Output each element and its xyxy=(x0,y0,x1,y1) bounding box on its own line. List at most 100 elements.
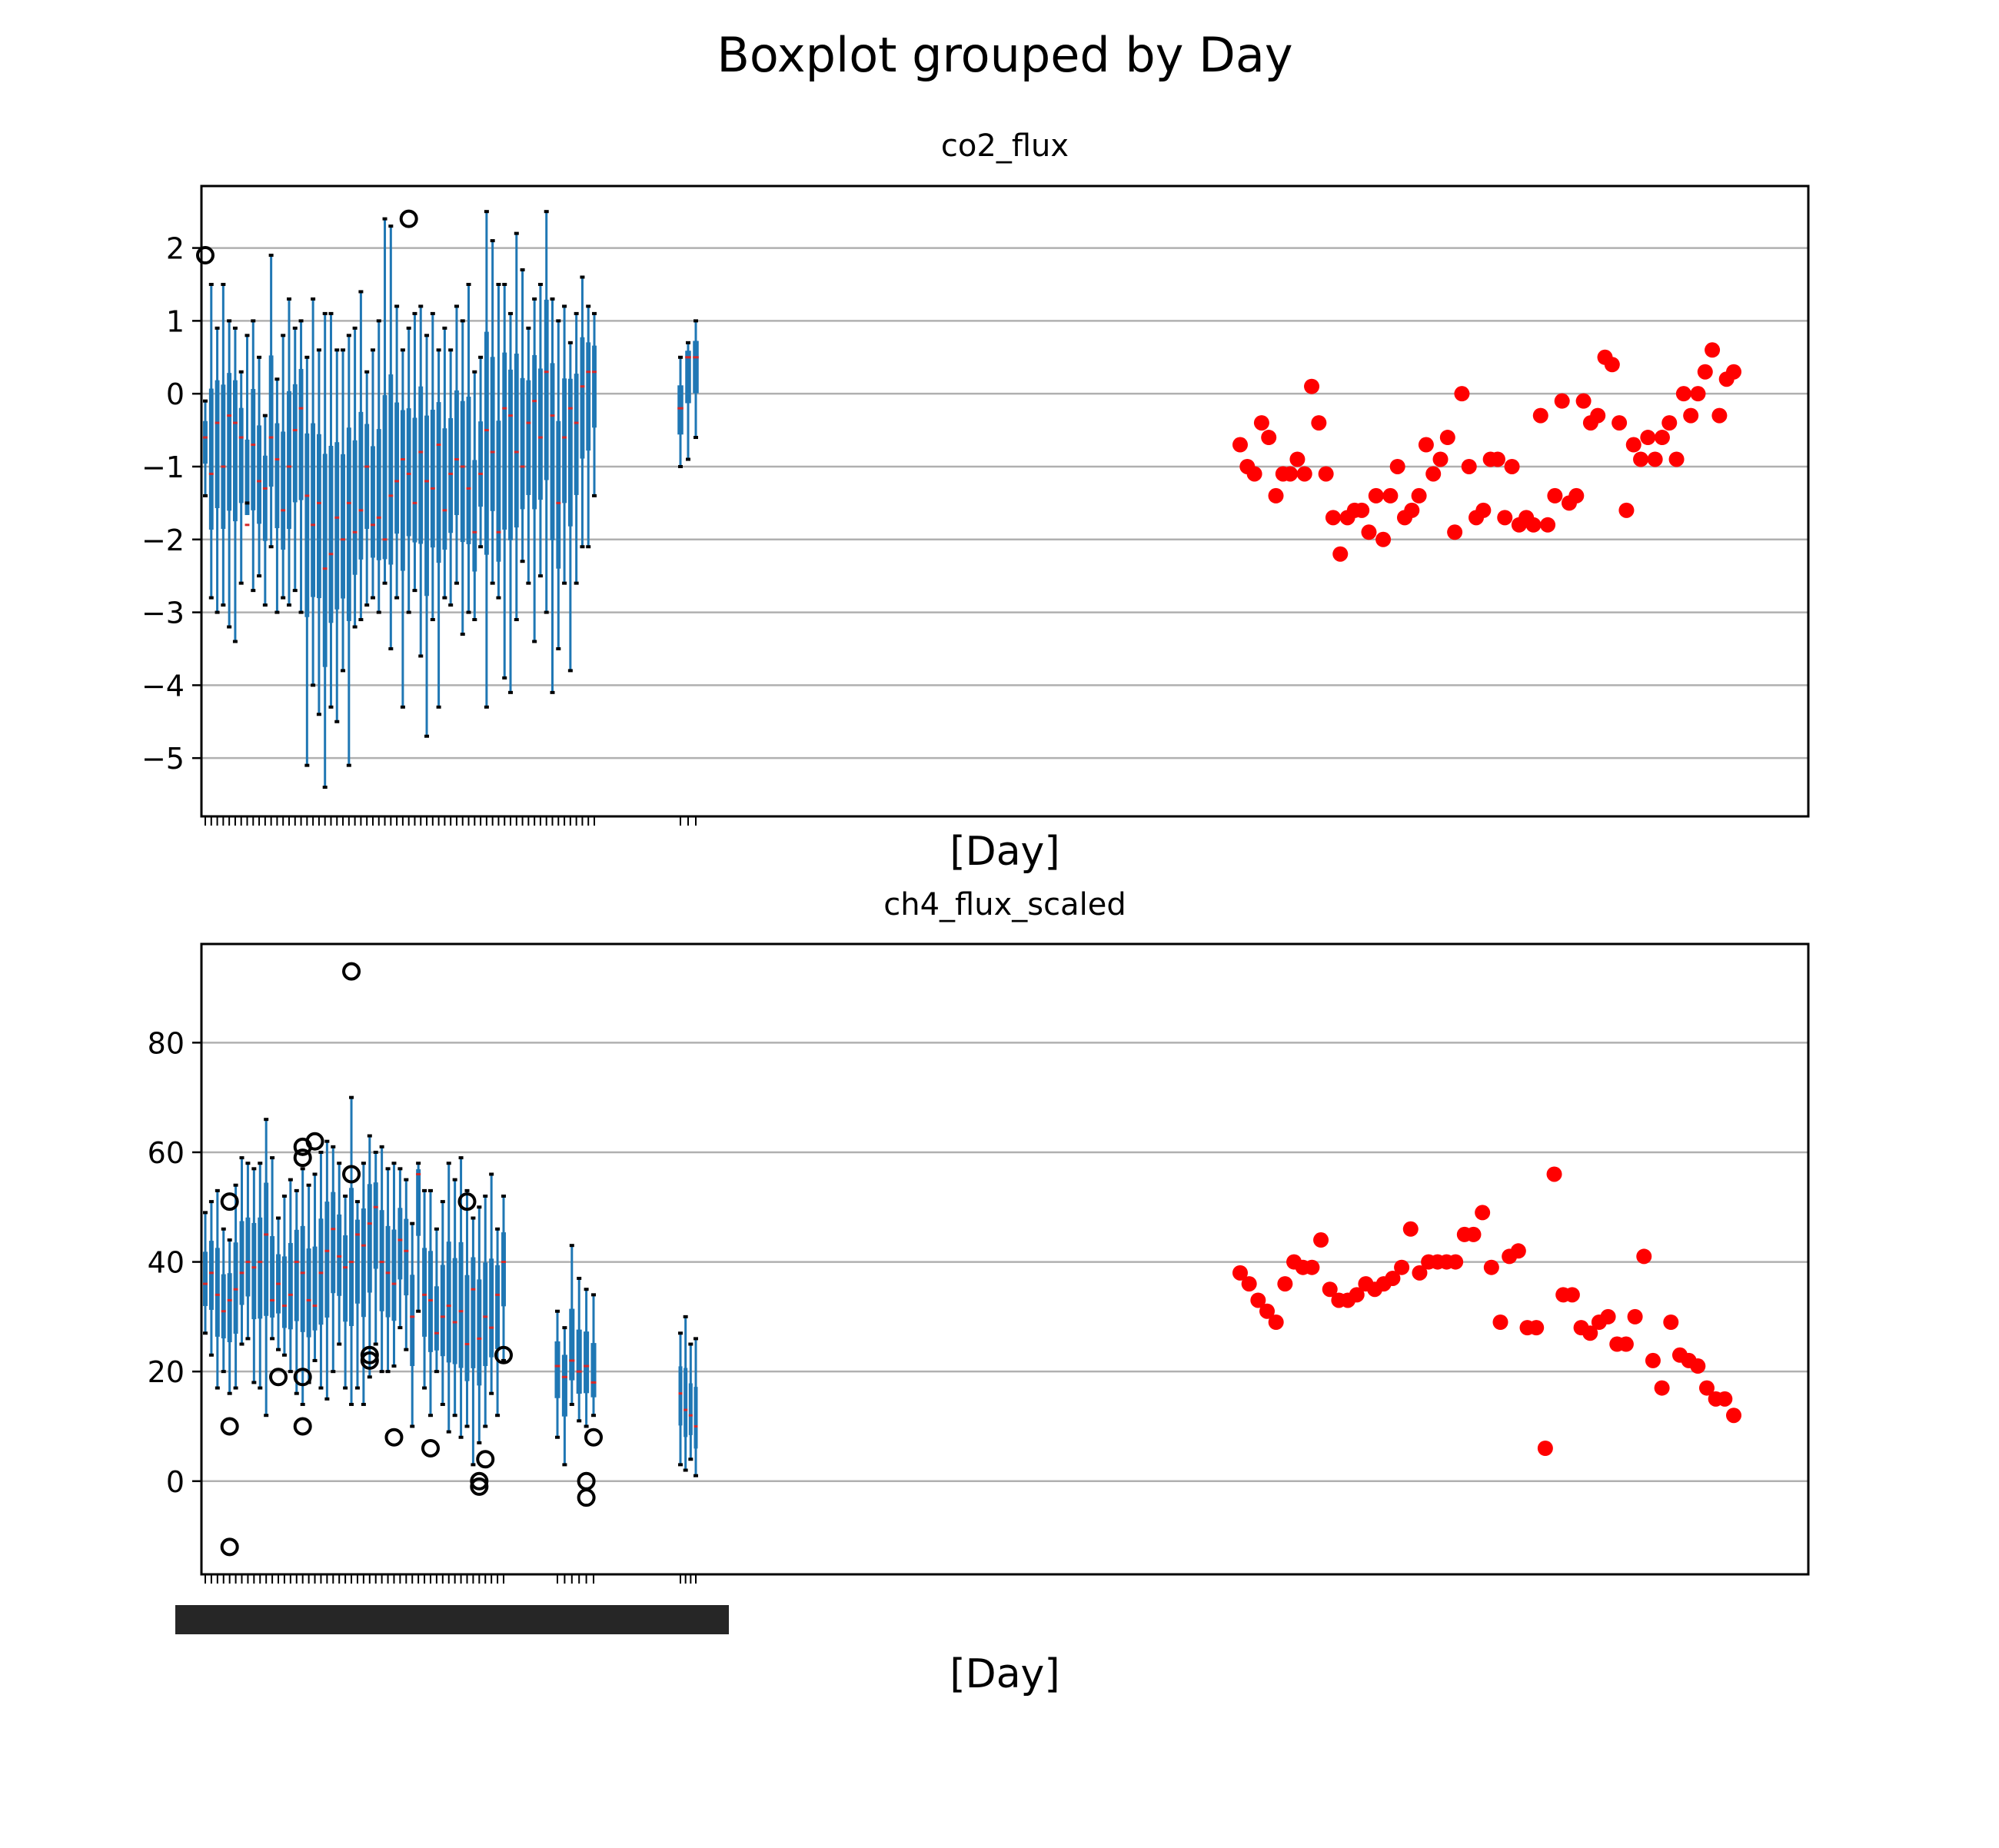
box-body xyxy=(304,433,310,617)
data-point xyxy=(1568,487,1585,504)
box-body xyxy=(322,454,328,667)
box xyxy=(427,1188,433,1418)
box-body xyxy=(422,1248,427,1337)
box-body xyxy=(406,408,411,537)
box-body xyxy=(298,368,304,500)
data-point xyxy=(1582,1325,1598,1341)
box xyxy=(683,1315,688,1472)
box xyxy=(532,297,537,643)
data-point xyxy=(1627,1308,1643,1325)
box-body xyxy=(434,1286,439,1351)
box-body xyxy=(454,390,459,516)
data-point xyxy=(1368,487,1384,504)
box xyxy=(300,1167,305,1406)
data-point xyxy=(1604,357,1620,373)
box-body xyxy=(514,354,519,528)
box xyxy=(364,370,370,607)
box-body xyxy=(556,420,561,569)
data-point xyxy=(1510,1243,1526,1259)
subplot-title: ch4_flux_scaled xyxy=(883,887,1126,922)
data-point xyxy=(1711,407,1728,424)
plot-frame xyxy=(200,942,1810,1576)
box-body xyxy=(239,1221,244,1305)
box-body xyxy=(306,1248,311,1338)
box xyxy=(341,348,346,673)
data-point xyxy=(1525,517,1542,533)
box xyxy=(537,282,543,578)
box-body xyxy=(685,351,691,404)
box xyxy=(394,304,400,600)
box-body xyxy=(215,380,220,509)
data-point xyxy=(1492,1315,1508,1330)
data-point xyxy=(1432,451,1449,467)
box-body xyxy=(538,368,543,500)
box-body xyxy=(554,1341,560,1398)
box-body xyxy=(364,424,370,530)
box-body xyxy=(257,425,261,524)
box-body xyxy=(292,384,298,503)
data-point xyxy=(1625,437,1641,453)
outlier-point xyxy=(269,1368,288,1387)
outlier-point xyxy=(476,1450,495,1469)
box-body xyxy=(442,428,447,550)
box-body xyxy=(288,1242,293,1330)
box-body xyxy=(227,1273,232,1343)
box xyxy=(292,326,298,593)
box xyxy=(221,282,226,607)
box-body xyxy=(526,380,531,495)
box xyxy=(460,319,465,636)
box-body xyxy=(316,434,321,599)
box-body xyxy=(258,1217,263,1319)
y-tick-label: −3 xyxy=(141,597,185,630)
box-body xyxy=(544,299,549,480)
box-body xyxy=(337,1214,342,1296)
box xyxy=(436,348,441,709)
box xyxy=(397,1167,403,1330)
outlier-point xyxy=(220,1537,239,1557)
box-body xyxy=(318,1218,324,1325)
box-body xyxy=(693,1387,698,1449)
data-point xyxy=(1654,1380,1670,1396)
data-point xyxy=(1425,466,1442,482)
box-body xyxy=(281,1256,287,1328)
box-body xyxy=(446,1241,451,1363)
box-body xyxy=(281,431,286,550)
data-point xyxy=(1289,451,1306,467)
data-point xyxy=(1528,1320,1545,1336)
box-body xyxy=(490,357,495,511)
box xyxy=(478,355,484,549)
data-point xyxy=(1349,1287,1365,1303)
data-point xyxy=(1645,1352,1661,1368)
box-body xyxy=(251,1222,257,1320)
data-point xyxy=(1636,1248,1652,1265)
box xyxy=(520,268,525,563)
data-point xyxy=(1726,1408,1741,1424)
data-point xyxy=(1564,1287,1580,1303)
box-body xyxy=(592,345,597,428)
box-body xyxy=(466,396,471,544)
box-body xyxy=(508,369,513,540)
box xyxy=(446,1162,451,1434)
box xyxy=(316,348,321,716)
box xyxy=(556,319,561,650)
data-point xyxy=(1268,487,1284,504)
box xyxy=(270,1156,275,1341)
box xyxy=(258,1162,263,1390)
data-point xyxy=(1325,510,1341,526)
box xyxy=(337,1162,342,1346)
box-body xyxy=(349,1188,354,1326)
box xyxy=(416,1162,421,1313)
data-point xyxy=(1304,378,1320,394)
box xyxy=(569,1244,575,1406)
y-tick-label: −1 xyxy=(141,450,185,484)
box xyxy=(508,311,514,694)
subplot-co2-flux: co2_flux 2 1 0 −1 −2 −3 −4 −5 [Day] xyxy=(141,128,1810,875)
box xyxy=(328,311,334,709)
box xyxy=(544,210,549,614)
data-point xyxy=(1268,1315,1284,1330)
box-series xyxy=(196,209,699,789)
box-body xyxy=(376,429,381,560)
box-body xyxy=(412,417,417,543)
